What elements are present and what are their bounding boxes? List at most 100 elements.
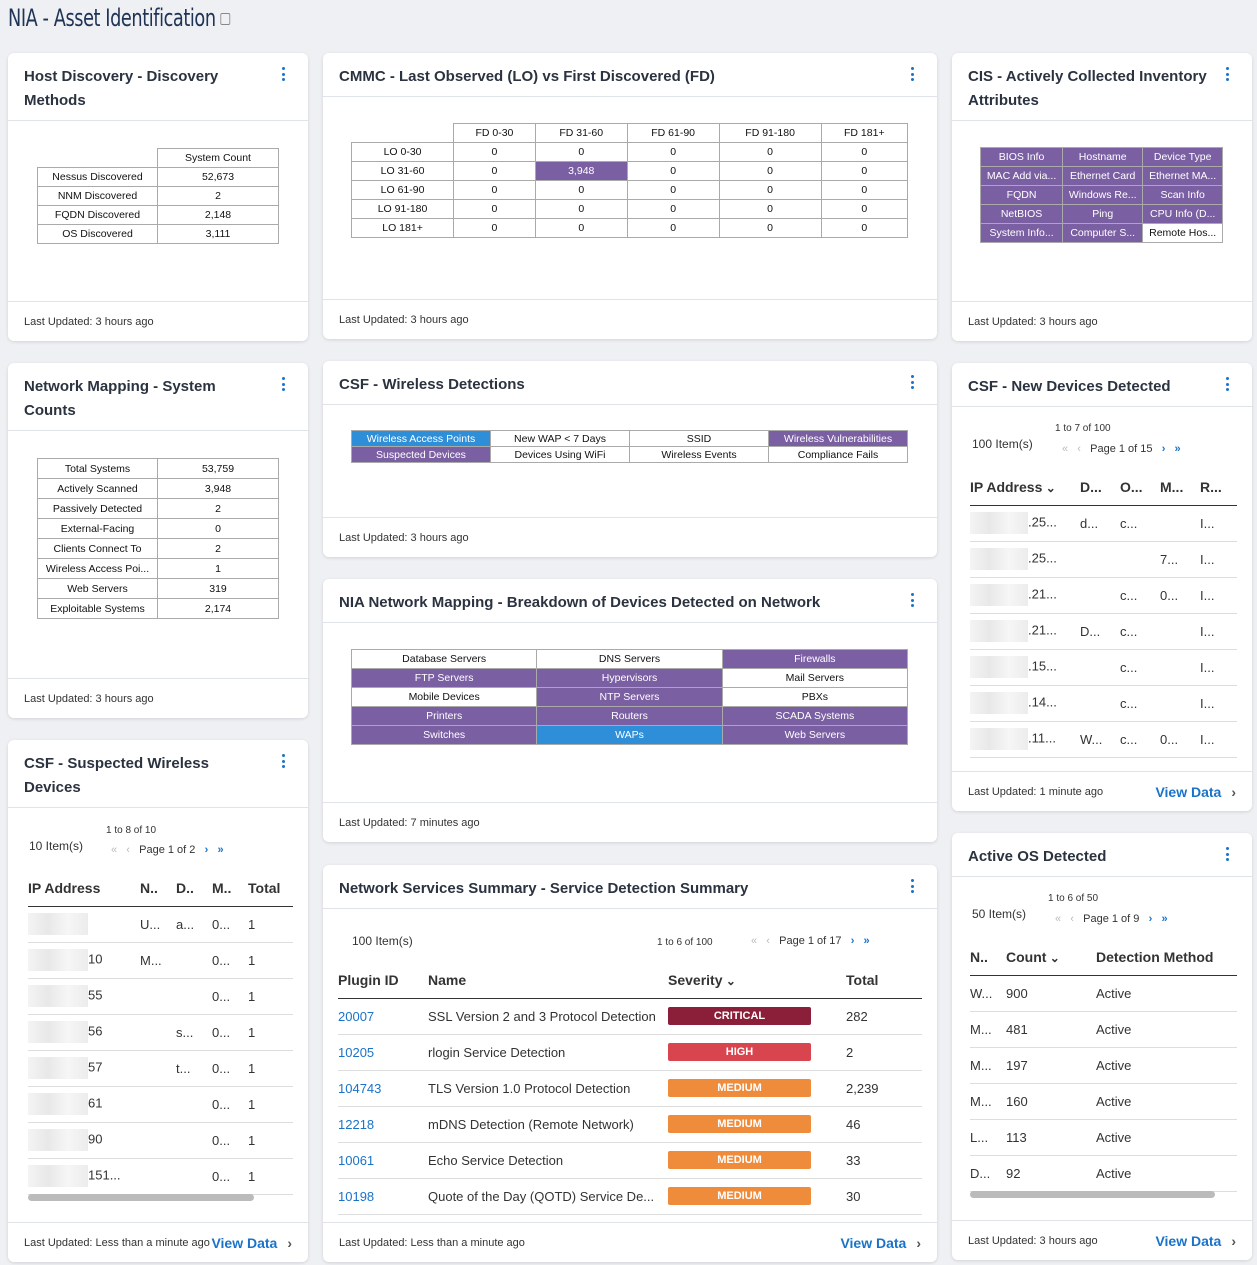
horizontal-scrollbar[interactable]: [970, 1191, 1215, 1198]
table-cell: t...: [176, 1050, 212, 1087]
next-page-icon[interactable]: ›: [1148, 913, 1153, 925]
row-value: 2: [157, 538, 279, 559]
ip-address-cell[interactable]: 55: [28, 978, 140, 1015]
plugin-id-link[interactable]: 20007: [338, 1008, 375, 1024]
plugin-id-link[interactable]: 10205: [338, 1044, 375, 1060]
column-header[interactable]: Total: [248, 870, 293, 907]
ip-address-cell[interactable]: 56: [28, 1014, 140, 1051]
sort-icon[interactable]: ⌄: [1042, 480, 1056, 495]
table-cell: M...: [970, 1083, 1006, 1120]
matrix-cell: 0: [534, 142, 628, 162]
column-header[interactable]: Severity ⌄: [668, 962, 846, 999]
kebab-menu-icon[interactable]: [282, 377, 286, 391]
first-page-icon[interactable]: «: [751, 935, 758, 947]
ip-address-cell[interactable]: .21...: [970, 577, 1080, 614]
ip-address-cell[interactable]: .21...: [970, 613, 1080, 650]
sort-icon[interactable]: ⌄: [722, 973, 736, 988]
kebab-menu-icon[interactable]: [282, 67, 286, 81]
indicator-cell: Wireless Access Points: [351, 430, 491, 447]
kebab-menu-icon[interactable]: [911, 593, 915, 607]
ip-address-cell[interactable]: 10: [28, 942, 140, 979]
next-page-icon[interactable]: ›: [850, 935, 855, 947]
column-header[interactable]: Plugin ID: [338, 962, 428, 999]
column-header[interactable]: R...: [1200, 469, 1237, 506]
table-cell: 46: [846, 1106, 922, 1143]
attribute-cell: Computer S...: [1062, 223, 1144, 243]
ip-address-cell[interactable]: 61: [28, 1086, 140, 1123]
prev-page-icon[interactable]: ‹: [126, 844, 130, 856]
first-page-icon[interactable]: «: [111, 844, 118, 856]
kebab-menu-icon[interactable]: [282, 754, 286, 768]
indicator-cell: SCADA Systems: [721, 706, 909, 726]
ip-address-cell[interactable]: .25...: [970, 505, 1080, 542]
table-row: Printers Routers SCADA Systems: [350, 706, 909, 726]
plugin-id-link[interactable]: 10061: [338, 1152, 375, 1168]
table-cell: Active: [1096, 1011, 1237, 1048]
first-page-icon[interactable]: «: [1055, 913, 1062, 925]
range-label: 1 to 7 of 100: [1055, 423, 1111, 434]
column-header[interactable]: Detection Method: [1096, 939, 1237, 976]
active-os-card: Active OS Detected 50 Item(s) 1 to 6 of …: [952, 833, 1252, 1260]
prev-page-icon[interactable]: ‹: [766, 935, 770, 947]
view-data-button[interactable]: View Data ›: [840, 1234, 921, 1251]
column-header[interactable]: N..: [970, 939, 1006, 976]
column-header[interactable]: Name: [428, 962, 668, 999]
column-header[interactable]: IP Address ⌄: [970, 469, 1080, 506]
ip-address-cell[interactable]: .11...: [970, 721, 1080, 758]
ip-address-cell[interactable]: .15...: [970, 649, 1080, 686]
kebab-menu-icon[interactable]: [911, 879, 915, 893]
table-row: NNM Discovered 2: [37, 186, 279, 206]
last-page-icon[interactable]: »: [1161, 913, 1168, 925]
plugin-id-link[interactable]: 10198: [338, 1188, 375, 1204]
card-footer: Last Updated: 3 hours ago: [323, 517, 937, 557]
table-cell: M...: [970, 1047, 1006, 1084]
kebab-menu-icon[interactable]: [911, 375, 915, 389]
last-page-icon[interactable]: »: [1174, 443, 1181, 455]
ip-address-cell[interactable]: [28, 906, 140, 943]
prev-page-icon[interactable]: ‹: [1077, 443, 1081, 455]
last-page-icon[interactable]: »: [863, 935, 870, 947]
table-cell: I...: [1200, 721, 1237, 758]
copy-icon[interactable]: [220, 13, 231, 25]
card-footer: Last Updated: 7 minutes ago: [323, 802, 937, 842]
next-page-icon[interactable]: ›: [204, 844, 209, 856]
table-row: NetBIOS Ping CPU Info (D...: [979, 204, 1223, 224]
first-page-icon[interactable]: «: [1062, 443, 1069, 455]
kebab-menu-icon[interactable]: [1226, 847, 1230, 861]
column-header[interactable]: IP Address: [28, 870, 140, 907]
ip-address-cell[interactable]: 90: [28, 1122, 140, 1159]
kebab-menu-icon[interactable]: [1226, 377, 1230, 391]
column-header[interactable]: O...: [1120, 469, 1160, 506]
ip-address-cell[interactable]: .25...: [970, 541, 1080, 578]
view-data-button[interactable]: View Data ›: [1155, 783, 1236, 800]
plugin-id-link[interactable]: 104743: [338, 1080, 382, 1096]
column-header[interactable]: D..: [176, 870, 212, 907]
ip-suffix: 61: [88, 1095, 103, 1111]
table-cell: W...: [970, 975, 1006, 1012]
column-header[interactable]: N..: [140, 870, 176, 907]
column-header[interactable]: Count ⌄: [1006, 939, 1096, 976]
column-header[interactable]: D...: [1080, 469, 1120, 506]
view-data-button[interactable]: View Data ›: [1155, 1232, 1236, 1249]
active-os-table: N.. Count ⌄ Detection Method W... 900 Active M…: [970, 939, 1237, 1192]
column-header[interactable]: M...: [1160, 469, 1200, 506]
kebab-menu-icon[interactable]: [911, 67, 915, 81]
ip-address-cell[interactable]: 57: [28, 1050, 140, 1087]
pagination: « ‹ Page 1 of 15 › »: [1062, 443, 1181, 455]
table-cell: [1160, 649, 1200, 686]
horizontal-scrollbar[interactable]: [28, 1194, 254, 1201]
ip-address-cell[interactable]: .14...: [970, 685, 1080, 722]
column-header[interactable]: Total: [846, 962, 922, 999]
column-header[interactable]: M..: [212, 870, 248, 907]
table-cell: [176, 942, 212, 979]
kebab-menu-icon[interactable]: [1226, 67, 1230, 81]
prev-page-icon[interactable]: ‹: [1070, 913, 1074, 925]
sort-icon[interactable]: ⌄: [1046, 950, 1060, 965]
next-page-icon[interactable]: ›: [1161, 443, 1166, 455]
matrix-cell: 0: [453, 142, 536, 162]
last-page-icon[interactable]: »: [217, 844, 224, 856]
ip-address-cell[interactable]: 151...: [28, 1158, 140, 1195]
view-data-button[interactable]: View Data ›: [211, 1234, 292, 1251]
indicator-cell: Wireless Events: [629, 446, 769, 463]
plugin-id-link[interactable]: 12218: [338, 1116, 375, 1132]
